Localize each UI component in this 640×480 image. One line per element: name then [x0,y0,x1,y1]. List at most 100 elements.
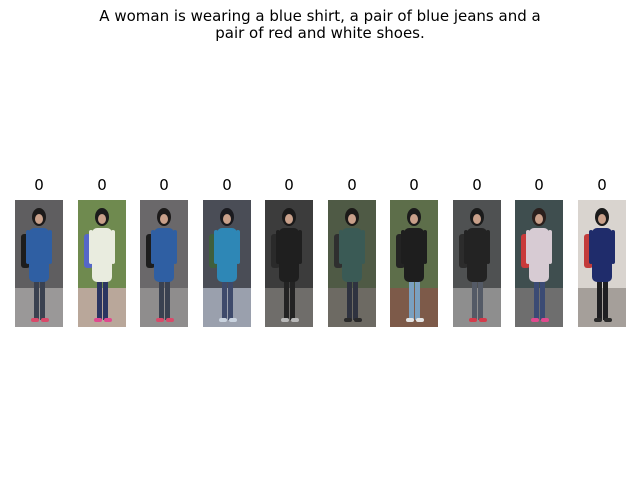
result-score-label: 0 [97,176,107,194]
person-image [578,200,626,327]
person-thumbnail [203,200,251,327]
result-score-label: 0 [347,176,357,194]
left-leg [409,280,414,320]
result-score-label: 0 [284,176,294,194]
torso [342,228,362,282]
right-shoe [354,318,362,322]
person-image [390,200,438,327]
person-thumbnail [390,200,438,327]
left-shoe [469,318,477,322]
query-caption-line-1: A woman is wearing a blue shirt, a pair … [99,7,541,25]
result-score-label: 0 [597,176,607,194]
person-thumbnail [578,200,626,327]
query-caption-line-2: pair of red and white shoes. [215,24,425,42]
right-arm [236,230,240,264]
left-shoe [31,318,39,322]
person-image [15,200,63,327]
face [598,214,606,224]
right-shoe [229,318,237,322]
right-shoe [604,318,612,322]
person-thumbnail [265,200,313,327]
left-leg [34,280,39,320]
right-arm [298,230,302,264]
result-score-label: 0 [534,176,544,194]
face [285,214,293,224]
right-leg [478,280,483,320]
right-leg [40,280,45,320]
person-thumbnail [140,200,188,327]
left-shoe [156,318,164,322]
person-thumbnail [15,200,63,327]
left-arm [276,230,280,264]
right-leg [353,280,358,320]
left-arm [526,230,530,264]
face [535,214,543,224]
result-score-label: 0 [409,176,419,194]
left-shoe [344,318,352,322]
torso [92,228,112,282]
right-arm [486,230,490,264]
right-arm [48,230,52,264]
right-shoe [166,318,174,322]
left-arm [464,230,468,264]
left-shoe [219,318,227,322]
left-leg [284,280,289,320]
face [35,214,43,224]
right-leg [103,280,108,320]
left-arm [214,230,218,264]
left-leg [159,280,164,320]
person-thumbnail [78,200,126,327]
right-shoe [291,318,299,322]
face [410,214,418,224]
torso [404,228,424,282]
right-shoe [41,318,49,322]
right-shoe [479,318,487,322]
left-arm [89,230,93,264]
left-arm [151,230,155,264]
person-image [328,200,376,327]
left-arm [401,230,405,264]
query-caption: A woman is wearing a blue shirt, a pair … [0,8,640,42]
person-image [140,200,188,327]
right-leg [540,280,545,320]
left-shoe [281,318,289,322]
result-score-label: 0 [472,176,482,194]
left-leg [597,280,602,320]
right-shoe [416,318,424,322]
right-arm [173,230,177,264]
right-leg [290,280,295,320]
torso [154,228,174,282]
right-arm [423,230,427,264]
torso [529,228,549,282]
person-image [515,200,563,327]
torso [217,228,237,282]
right-leg [165,280,170,320]
left-arm [26,230,30,264]
right-arm [111,230,115,264]
person-thumbnail [515,200,563,327]
person-thumbnail [453,200,501,327]
person-thumbnail [328,200,376,327]
left-leg [222,280,227,320]
person-image [78,200,126,327]
result-score-label: 0 [222,176,232,194]
left-leg [472,280,477,320]
right-shoe [104,318,112,322]
right-arm [611,230,615,264]
right-leg [603,280,608,320]
face [160,214,168,224]
face [473,214,481,224]
left-shoe [94,318,102,322]
person-image [453,200,501,327]
left-shoe [531,318,539,322]
left-shoe [594,318,602,322]
person-image [203,200,251,327]
right-leg [415,280,420,320]
left-arm [589,230,593,264]
right-arm [361,230,365,264]
torso [29,228,49,282]
face [348,214,356,224]
torso [592,228,612,282]
right-leg [228,280,233,320]
